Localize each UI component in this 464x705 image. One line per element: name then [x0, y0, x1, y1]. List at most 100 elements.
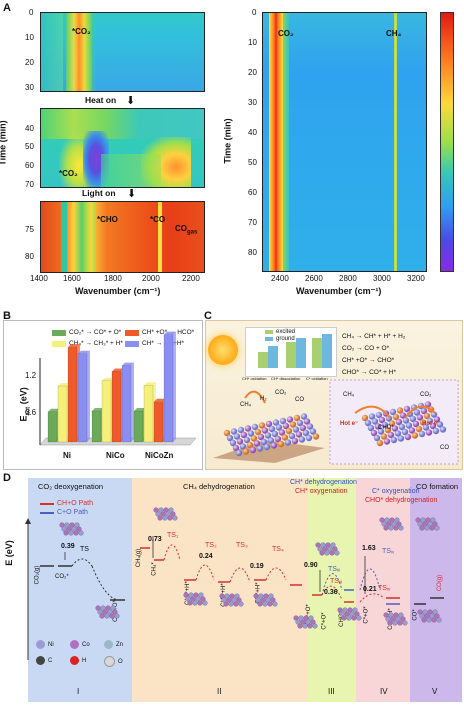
atom [393, 612, 399, 618]
atom [231, 597, 237, 603]
atom [315, 542, 321, 548]
atom [260, 438, 268, 446]
section-title: CH* oxygenation [295, 488, 348, 495]
y-tick: 70 [25, 180, 34, 189]
species-label: CH₄ [343, 392, 355, 398]
bar-top [134, 408, 146, 412]
y-tick: 0.6 [25, 408, 37, 417]
bar-top [102, 377, 114, 381]
x-axis-title-a-left: Wavenumber (cm⁻¹) [75, 286, 161, 296]
atom [361, 414, 369, 422]
bar-top [112, 368, 124, 372]
atom [170, 511, 176, 517]
atom [253, 440, 261, 447]
atom [349, 611, 355, 617]
heatmap-a-mid [40, 108, 205, 188]
atom [250, 435, 258, 442]
colorbar [440, 12, 454, 272]
atom [383, 525, 389, 531]
x-tick: NiCoZn [145, 451, 174, 460]
atom [97, 609, 103, 615]
atom [392, 413, 400, 421]
atom [237, 426, 245, 434]
down-arrow-icon: ⬇ [127, 188, 137, 200]
y-tick: 60 [25, 161, 34, 170]
atom [416, 414, 424, 421]
atom [303, 615, 309, 621]
atom [233, 433, 241, 440]
atom [257, 433, 265, 441]
atom [312, 433, 320, 440]
atom [371, 418, 379, 425]
atom [375, 411, 383, 419]
atom [285, 427, 293, 435]
atom [306, 423, 314, 430]
y-tick: 30 [25, 83, 34, 92]
ts-label: TS [80, 546, 89, 553]
atom [421, 617, 427, 623]
ts-label: TSᵢᵥ [378, 585, 391, 592]
section-roman: II [217, 687, 222, 696]
atom [388, 420, 396, 427]
bar-NiCoZn-1 [143, 385, 154, 443]
atom [379, 517, 385, 523]
atom [394, 517, 400, 523]
species-label: CO₂ [420, 392, 432, 398]
legend-path-c-o: C+O Path [40, 509, 88, 516]
bar-side [131, 362, 134, 442]
atom [391, 521, 397, 527]
atom [282, 422, 290, 430]
atom [330, 542, 336, 548]
atom [165, 511, 171, 517]
label-co: *CO [150, 215, 166, 224]
section-roman: IV [380, 687, 388, 696]
atom [234, 593, 240, 599]
bar-top [144, 382, 156, 386]
atom [104, 613, 110, 619]
catalyst-surface-illustration [213, 379, 459, 465]
atom [66, 526, 72, 532]
atom [157, 515, 163, 521]
atom [387, 431, 395, 439]
atom [308, 615, 314, 621]
atom [325, 542, 331, 548]
atom [162, 515, 168, 521]
energy-value: 0.21 [363, 586, 377, 593]
bar-side [173, 331, 176, 442]
atom [411, 432, 419, 439]
bar-top [122, 362, 134, 366]
atom [401, 428, 409, 436]
atom [158, 507, 164, 513]
atom [364, 419, 372, 427]
atom [284, 439, 292, 446]
atom [426, 617, 432, 623]
atom [61, 526, 67, 532]
atom [281, 434, 289, 441]
state-label: CO₂* [55, 574, 69, 580]
legend-b-0: CO₂* → CO* + O* [52, 329, 121, 336]
atom [417, 521, 423, 527]
atom [59, 522, 65, 528]
atom [263, 593, 269, 599]
atom [430, 411, 438, 418]
atom [351, 615, 357, 621]
atom [267, 601, 273, 607]
y-tick: 40 [248, 128, 257, 137]
atom [432, 521, 438, 527]
atom [319, 550, 325, 556]
atom [413, 409, 421, 416]
atom [286, 416, 294, 423]
atom [155, 511, 161, 517]
legend-path-ch-o: CH+O Path [40, 500, 93, 507]
atom [402, 417, 410, 424]
x-tick: 2000 [142, 274, 160, 283]
panel-b-frame [3, 320, 203, 470]
atom [387, 620, 393, 626]
atom [309, 428, 317, 435]
atom [384, 426, 392, 434]
inset-label: CH* dissociation [271, 376, 301, 381]
atom [422, 424, 430, 431]
y-tick: 40 [25, 124, 34, 133]
ts-label: TSᵢᵢᵢ [330, 578, 343, 585]
atom [436, 421, 444, 428]
